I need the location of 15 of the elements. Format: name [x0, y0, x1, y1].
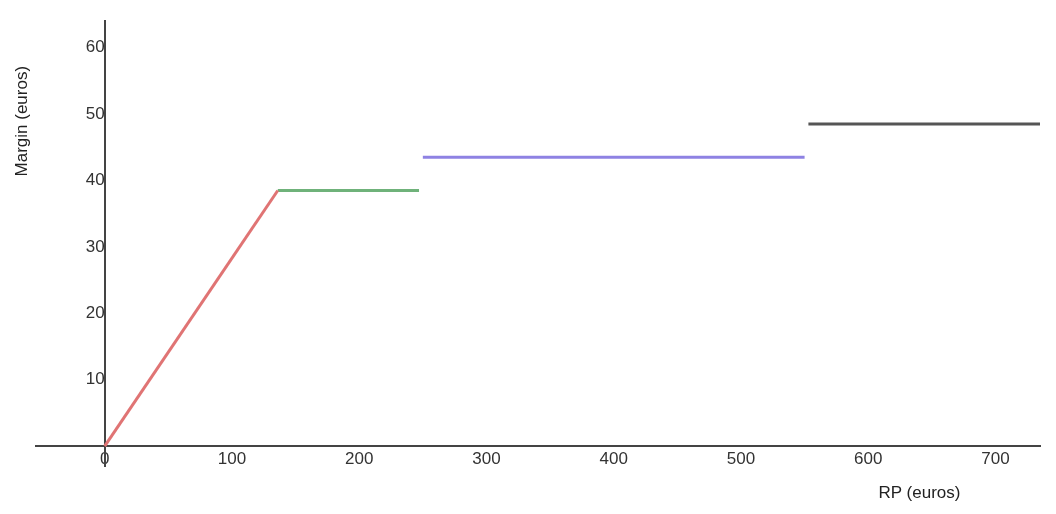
y-tick-label: 10 [85, 369, 105, 389]
x-tick-label: 200 [345, 448, 374, 468]
x-tick-label: 500 [726, 448, 756, 468]
y-tick-label: 40 [85, 170, 105, 190]
x-tick-label: 700 [981, 448, 1010, 468]
x-tick-label: 400 [599, 448, 628, 468]
y-tick-label: 30 [85, 236, 105, 256]
x-tick-label: 100 [217, 448, 247, 468]
x-axis-title: RP (euros) [878, 483, 961, 503]
x-tick-label: 300 [472, 448, 501, 468]
x-tick-label: 600 [854, 448, 883, 468]
y-axis-title: Margin (euros) [11, 65, 31, 177]
y-tick-label: 20 [85, 302, 105, 322]
y-tick-label: 60 [85, 37, 105, 57]
y-tick-label: 50 [85, 103, 105, 123]
